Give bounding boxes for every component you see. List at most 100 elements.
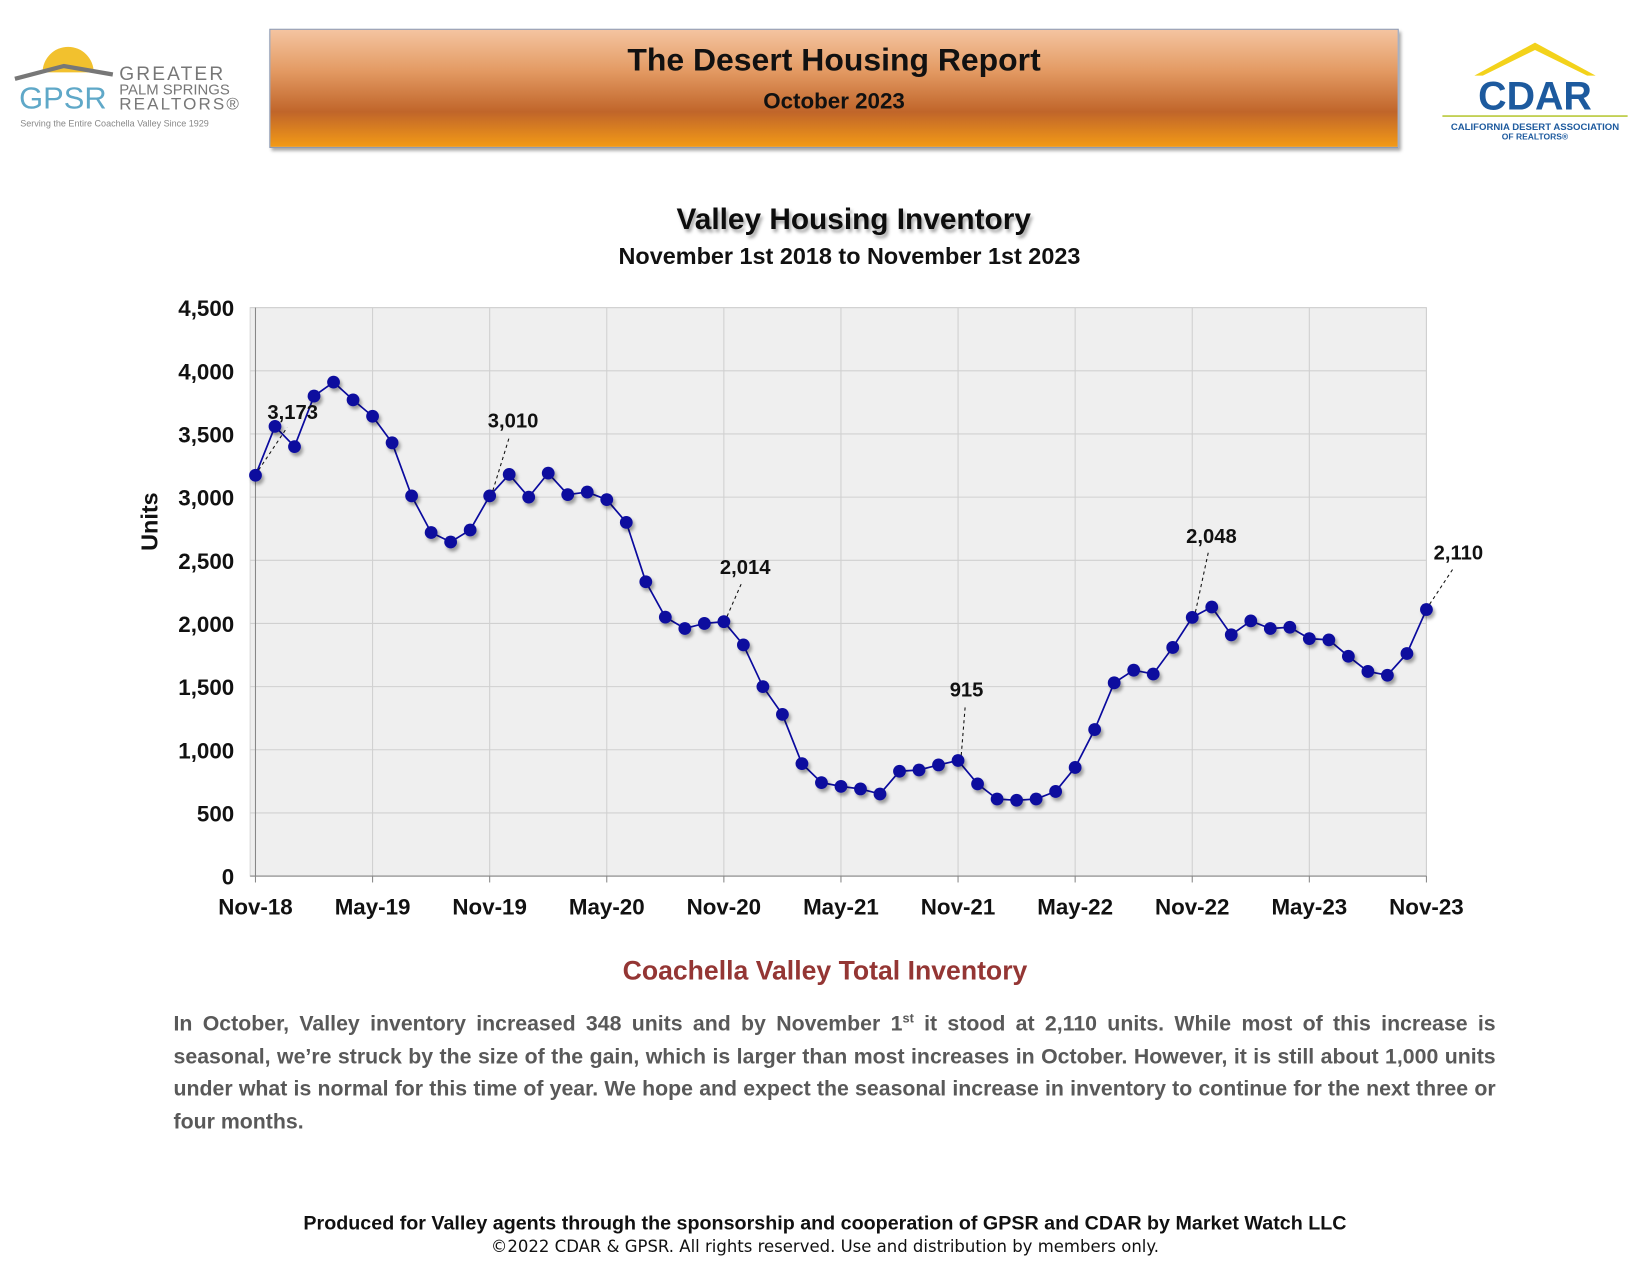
data-point [1185,610,1199,624]
commentary-text: it stood at 2,110 units. While most of t… [173,1012,1496,1134]
data-point [1166,641,1180,654]
commentary-superscript: st [902,1010,914,1026]
logo-tagline: Serving the Entire Coachella Valley Sinc… [20,119,209,129]
logo-text: CALIFORNIA DESERT ASSOCIATION [1451,122,1619,133]
data-label: 2,048 [1186,526,1237,548]
data-point [1400,647,1414,660]
y-axis-label: Units [137,492,163,551]
logo-roof [1474,42,1596,76]
chart-caption: Coachella Valley Total Inventory [622,955,1028,986]
chart: Valley Housing Inventory November 1st 20… [137,203,1484,920]
gpsr-logo: GPSR GREATER PALM SPRINGS REALTORS® Serv… [14,46,241,129]
y-tick-label: 4,500 [178,296,234,321]
data-point [1127,663,1141,677]
data-point [268,419,282,433]
data-point [405,489,418,503]
data-point [815,776,828,789]
chart-title: Valley Housing Inventory [677,203,1032,236]
x-tick-label: May-20 [569,894,645,919]
data-point [307,389,321,403]
data-point [1029,792,1043,806]
y-tick-label: 2,500 [178,549,234,574]
data-point [893,764,906,778]
data-point [854,782,867,796]
data-point [1381,668,1394,682]
data-point [249,468,262,482]
data-point [288,440,301,453]
data-point [717,615,731,629]
data-point [1010,793,1023,807]
x-tick-label: Nov-20 [687,894,762,919]
data-point [873,787,887,801]
data-label: 3,173 [267,402,318,424]
y-tick-label: 500 [197,801,234,826]
data-point [444,535,458,549]
data-point [658,610,672,624]
data-point [1088,723,1102,736]
data-point [736,638,750,652]
data-point [1283,620,1297,634]
label-leader [258,427,288,471]
x-tick-label: Nov-22 [1155,894,1230,919]
data-point [951,754,965,767]
logo-text: GREATER [119,64,225,85]
x-tick-label: Nov-19 [452,894,527,919]
data-point [912,763,926,777]
x-tick-label: Nov-21 [921,894,996,919]
data-point [639,575,653,589]
label-leader [1194,551,1210,613]
y-tick-label: 2,000 [178,612,234,637]
data-point [346,393,360,407]
chart-subtitle: November 1st 2018 to November 1st 2023 [619,243,1081,269]
cdar-logo: CDAR CALIFORNIA DESERT ASSOCIATION OF RE… [1442,42,1628,141]
data-point [1146,667,1160,681]
data-point [561,488,575,501]
y-tick-label: 4,000 [178,359,234,384]
y-tick-label: 0 [222,865,234,890]
commentary: In October, Valley inventory increased 3… [174,1008,1496,1139]
data-point [990,792,1004,806]
data-point [834,780,848,793]
header-subtitle: October 2023 [763,89,905,114]
x-tick-label: May-19 [335,894,411,919]
data-point [1224,628,1238,642]
x-tick-label: May-23 [1271,894,1347,919]
data-point [1049,785,1063,798]
label-leader [1429,567,1455,605]
footer-credit: Produced for Valley agents through the s… [303,1211,1347,1234]
logo-text: PALM SPRINGS [119,83,230,99]
y-tick-label: 3,000 [178,486,234,511]
data-point [502,467,516,481]
y-tick-label: 1,500 [178,675,234,700]
data-point [1361,665,1375,678]
data-point [697,617,711,630]
data-point [619,515,633,529]
x-tick-label: May-21 [803,894,879,919]
data-point [1322,633,1336,647]
logo-text: OF REALTORS® [1502,131,1569,141]
logo-mark: CDAR [1478,75,1592,119]
data-point [1302,632,1316,645]
data-point [385,436,399,450]
x-tick-label: Nov-23 [1389,894,1464,919]
data-point [1107,676,1121,690]
data-point [541,466,555,480]
label-leader [960,705,966,756]
label-leader [492,436,511,491]
header-banner: The Desert Housing Report October 2023 [269,28,1399,148]
x-tick-label: Nov-18 [218,894,293,919]
header-title: The Desert Housing Report [627,42,1041,78]
y-tick-label: 3,500 [178,422,234,447]
data-point [971,777,984,791]
data-point [932,758,945,772]
data-point [463,523,477,537]
data-point [600,493,614,507]
data-point [776,708,789,721]
data-point [327,375,340,389]
data-label: 915 [950,680,984,702]
data-point [795,757,809,771]
data-point [1205,600,1219,614]
logo-sun [42,46,94,73]
logo-text: REALTORS® [119,95,241,114]
